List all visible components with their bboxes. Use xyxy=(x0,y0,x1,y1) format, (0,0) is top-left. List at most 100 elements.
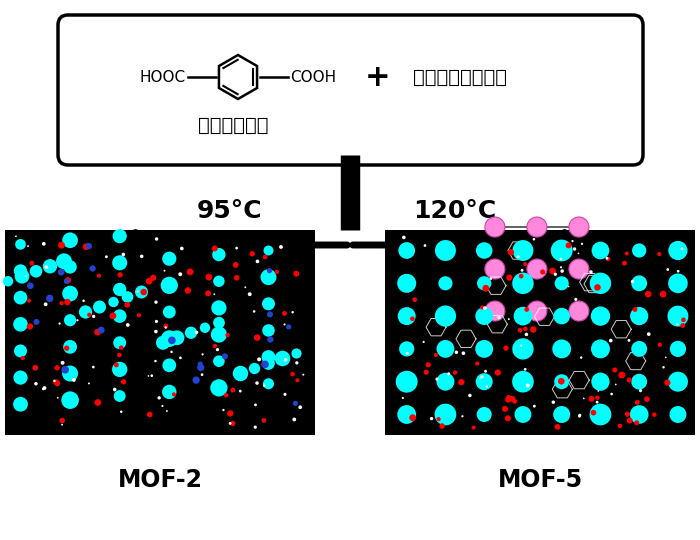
Circle shape xyxy=(571,240,573,242)
Circle shape xyxy=(644,396,650,402)
Circle shape xyxy=(573,249,593,269)
Circle shape xyxy=(589,403,611,426)
Circle shape xyxy=(267,336,274,342)
Circle shape xyxy=(508,318,510,320)
Bar xyxy=(385,230,695,435)
Circle shape xyxy=(657,342,662,347)
Circle shape xyxy=(485,259,505,279)
Circle shape xyxy=(485,217,505,237)
Circle shape xyxy=(286,325,291,329)
Circle shape xyxy=(174,287,192,305)
Circle shape xyxy=(592,233,612,253)
Circle shape xyxy=(76,319,78,321)
Circle shape xyxy=(63,340,77,354)
Circle shape xyxy=(61,361,64,365)
Circle shape xyxy=(150,374,153,377)
Circle shape xyxy=(164,326,167,329)
Circle shape xyxy=(550,275,570,295)
Circle shape xyxy=(13,317,28,332)
Circle shape xyxy=(141,289,147,295)
Circle shape xyxy=(468,394,472,397)
Circle shape xyxy=(490,278,492,280)
Text: +: + xyxy=(365,63,391,91)
Circle shape xyxy=(57,271,74,289)
Circle shape xyxy=(108,287,125,305)
Circle shape xyxy=(540,269,545,274)
Circle shape xyxy=(526,383,530,387)
Circle shape xyxy=(485,301,505,321)
Circle shape xyxy=(508,249,514,255)
Circle shape xyxy=(202,353,204,355)
Circle shape xyxy=(606,257,608,260)
Circle shape xyxy=(527,259,547,279)
Circle shape xyxy=(670,341,686,357)
Circle shape xyxy=(114,362,119,367)
Circle shape xyxy=(628,339,631,342)
Circle shape xyxy=(55,365,60,370)
Circle shape xyxy=(634,420,639,426)
Circle shape xyxy=(592,275,612,295)
Circle shape xyxy=(55,381,60,386)
Circle shape xyxy=(395,371,418,393)
Circle shape xyxy=(554,374,569,389)
Circle shape xyxy=(21,356,25,360)
Circle shape xyxy=(267,312,273,318)
Circle shape xyxy=(158,303,176,321)
Circle shape xyxy=(589,273,611,294)
Circle shape xyxy=(262,357,275,370)
Circle shape xyxy=(554,273,557,276)
Circle shape xyxy=(533,238,536,240)
Circle shape xyxy=(554,424,561,430)
Circle shape xyxy=(495,369,501,376)
Circle shape xyxy=(205,291,211,296)
Circle shape xyxy=(402,235,405,239)
Circle shape xyxy=(274,350,290,366)
Circle shape xyxy=(109,313,116,319)
Circle shape xyxy=(169,330,184,345)
Circle shape xyxy=(166,410,168,412)
Circle shape xyxy=(223,409,225,411)
Circle shape xyxy=(578,253,580,254)
Circle shape xyxy=(262,298,275,310)
Circle shape xyxy=(625,411,630,417)
Circle shape xyxy=(652,413,657,417)
Circle shape xyxy=(132,247,148,263)
Circle shape xyxy=(85,296,101,312)
Circle shape xyxy=(631,275,647,291)
Circle shape xyxy=(135,286,148,299)
Circle shape xyxy=(553,406,570,423)
Circle shape xyxy=(195,330,198,334)
Circle shape xyxy=(554,308,570,325)
Circle shape xyxy=(119,346,123,350)
Circle shape xyxy=(483,306,486,310)
Circle shape xyxy=(589,396,594,402)
Circle shape xyxy=(94,329,101,335)
Circle shape xyxy=(591,306,610,326)
Circle shape xyxy=(559,258,562,260)
Circle shape xyxy=(62,366,69,374)
Circle shape xyxy=(156,336,170,350)
Circle shape xyxy=(461,352,466,355)
Circle shape xyxy=(230,421,235,426)
Circle shape xyxy=(58,322,61,325)
Circle shape xyxy=(125,270,144,288)
Circle shape xyxy=(61,424,63,426)
Circle shape xyxy=(150,263,167,279)
Circle shape xyxy=(479,378,481,380)
Circle shape xyxy=(480,305,484,309)
Circle shape xyxy=(214,275,225,287)
Circle shape xyxy=(155,320,158,323)
Circle shape xyxy=(412,298,417,302)
Circle shape xyxy=(302,374,304,376)
Circle shape xyxy=(216,348,219,352)
Circle shape xyxy=(657,252,662,256)
Circle shape xyxy=(185,287,191,294)
Circle shape xyxy=(523,262,527,266)
Circle shape xyxy=(3,276,13,287)
Circle shape xyxy=(645,291,652,298)
Circle shape xyxy=(399,341,414,356)
Circle shape xyxy=(42,242,46,246)
Circle shape xyxy=(118,272,122,278)
Circle shape xyxy=(125,303,144,321)
Circle shape xyxy=(113,388,117,392)
